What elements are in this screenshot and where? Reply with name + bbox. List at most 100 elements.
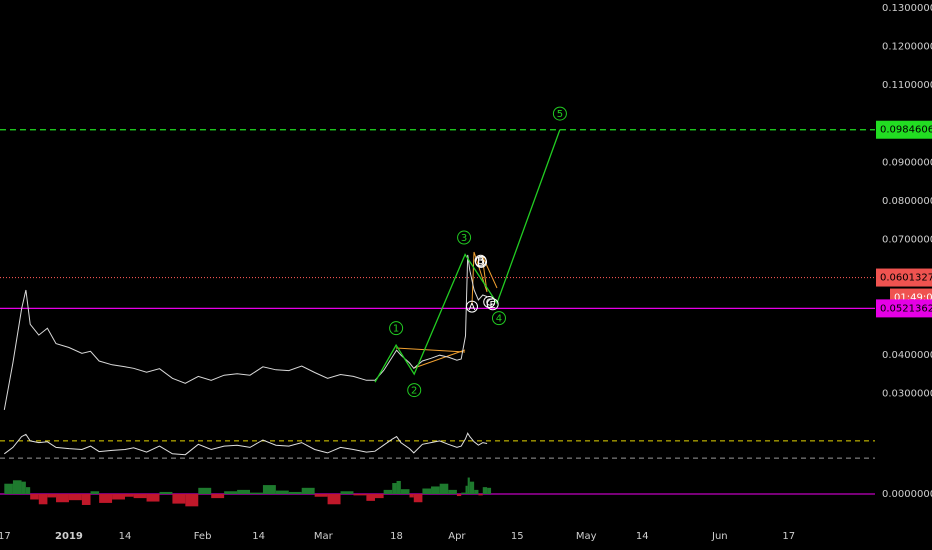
wave-label-circle (491, 311, 506, 326)
histogram-bar (439, 483, 449, 494)
histogram-bar (185, 494, 199, 507)
histogram-bar (327, 494, 341, 505)
triangle-line (471, 251, 498, 306)
histogram-bar (30, 494, 39, 500)
wave-label: 4 (496, 314, 502, 325)
histogram-bar (133, 494, 147, 499)
wave-label-circle (407, 383, 422, 398)
wave-label: 2 (411, 386, 417, 397)
histogram-bar (461, 492, 466, 494)
histogram-bar (275, 490, 289, 494)
y-tick-label: 0.12000000 (882, 42, 932, 53)
histogram-bar (237, 489, 250, 494)
wave-label: 1 (393, 324, 399, 335)
wedge-line (413, 349, 466, 369)
histogram-bar (99, 494, 113, 503)
countdown-label: 01:49:01 (894, 293, 932, 304)
histogram-bar (448, 489, 457, 494)
histogram-bar (400, 489, 410, 494)
wave-label-circle (389, 321, 404, 336)
wave-path (374, 129, 561, 383)
histogram-bar (125, 494, 134, 497)
histogram-bar (12, 480, 22, 494)
histogram-bar (38, 494, 48, 505)
histogram-bar (340, 491, 354, 494)
corrective-circle (483, 295, 496, 308)
y-tick-label: 0.04000000 (882, 350, 932, 361)
corrective-circle (465, 300, 478, 313)
y-tick-label: 0.03000000 (882, 389, 932, 400)
histogram-bar (159, 491, 173, 494)
histogram-bar (288, 491, 302, 494)
y-tick-label: 0.11000000 (882, 80, 932, 91)
y-tick-label: 0.13000000 (882, 3, 932, 14)
x-tick-label: 15 (511, 531, 524, 542)
histogram-bar (198, 487, 212, 494)
histogram-bar (56, 494, 69, 503)
histogram-bar (301, 487, 315, 494)
histogram-bar (474, 489, 479, 494)
histogram-bar (422, 488, 432, 494)
corrective-circle (486, 298, 499, 311)
wave-label: 3 (461, 233, 467, 244)
corrective-label: D (477, 257, 485, 268)
histogram-bar (413, 494, 423, 503)
histogram-bar (383, 489, 393, 494)
histogram-bar (211, 494, 225, 499)
histogram-bar (465, 485, 468, 494)
x-tick-label: 17 (0, 531, 11, 542)
price-tag-label: 0.05213623 (880, 303, 932, 314)
corrective-circle (475, 255, 488, 268)
histogram-bar (366, 494, 375, 501)
histogram-bar (68, 494, 82, 501)
histogram-bar (467, 477, 470, 494)
wave-label-circle (552, 106, 567, 121)
corrective-label: C (486, 297, 493, 308)
histogram-bar (90, 491, 100, 494)
histogram-bar (487, 487, 492, 494)
x-tick-label: 14 (636, 531, 649, 542)
price-tag (876, 120, 932, 139)
histogram-bar (375, 494, 384, 499)
x-tick-label: Feb (194, 531, 212, 542)
histogram-bar (469, 481, 475, 494)
histogram-bar (25, 487, 31, 494)
histogram-bar (4, 483, 13, 494)
price-line-series (3, 254, 488, 410)
histogram-bar (314, 494, 328, 497)
x-tick-label: 18 (390, 531, 403, 542)
wave-label: 5 (557, 109, 563, 120)
y-tick-label: 0.07000000 (882, 234, 932, 245)
x-tick-label: May (576, 531, 597, 542)
price-tag (876, 268, 932, 287)
x-tick-label: Apr (448, 531, 466, 542)
histogram-zero-label: 0.00000000 (882, 489, 932, 500)
histogram-bar (224, 491, 238, 494)
histogram-bar (482, 487, 488, 494)
histogram-bar (392, 483, 397, 494)
oscillator-line (4, 432, 488, 456)
histogram-bar (21, 481, 26, 494)
histogram-bar (456, 494, 462, 497)
x-tick-label: Jun (711, 531, 728, 542)
x-tick-label: 17 (782, 531, 795, 542)
corrective-label: E (490, 300, 496, 311)
price-tag-label: 0.09846066 (880, 125, 932, 136)
corrective-label: B (477, 256, 484, 267)
histogram-bar (47, 494, 57, 498)
x-tick-label: Mar (314, 531, 334, 542)
histogram-bar (478, 494, 483, 496)
y-tick-label: 0.09000000 (882, 157, 932, 168)
histogram-bar (353, 494, 367, 496)
histogram-bar (396, 480, 401, 494)
histogram-bar (250, 492, 263, 494)
histogram-bar (431, 486, 440, 494)
x-tick-label: 14 (252, 531, 265, 542)
x-tick-label: 2019 (55, 531, 83, 542)
wedge-line (395, 347, 466, 353)
y-tick-label: 0.08000000 (882, 196, 932, 207)
wave-label-circle (457, 230, 472, 245)
wave-drawing (395, 251, 498, 369)
